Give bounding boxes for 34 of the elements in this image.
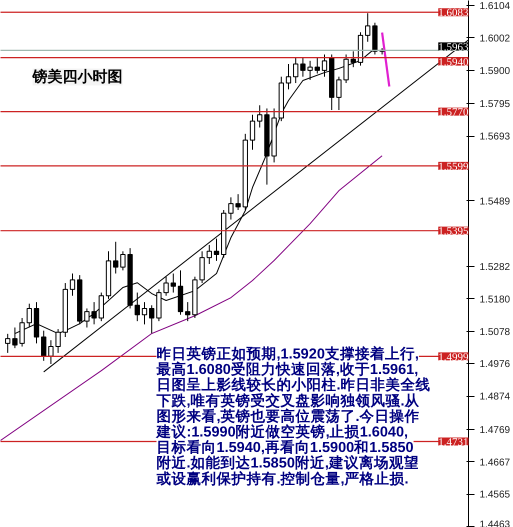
annotation: 昨日英镑正如预期,1.5920支撑接着上行, [156,344,419,362]
annotation: 图形来看,英镑也要高位震荡了.今日操作 [156,406,420,425]
annotation: 镑美四小时图 [32,68,122,86]
y-tick-label: 1.5282 [480,262,511,274]
ref-line-label: 1.5963 [438,41,469,54]
y-tick-label: 1.5489 [480,196,511,208]
ref-line-label: 1.5599 [438,160,469,173]
y-tick-label: 1.6104 [480,1,511,12]
annotation: 日图呈上影线较长的小阳柱.昨日非美全线 [156,376,431,394]
y-tick-label: 1.5180 [480,294,511,306]
candlestick [322,54,328,78]
annotation: 附近.如能到达1.5850附近,建议离场观望 [156,454,419,472]
candlestick [142,302,148,325]
y-tick-label: 1.5693 [480,132,511,143]
candlestick [70,273,76,296]
ref-line-label: 1.4999 [438,351,469,364]
ref-line-label: 1.6083 [438,7,469,20]
candlestick [250,114,256,150]
ref-line-label: 1.4731 [438,436,468,448]
y-tick-label: 1.4667 [480,457,511,468]
annotation: 下跌,唯有英镑受交叉盘影响独领风骚.从 [156,391,421,410]
y-tick-label: 1.6002 [480,33,511,44]
y-tick-label: 1.4874 [480,392,511,403]
candlestick [228,196,234,220]
y-tick-label: 1.4976 [480,359,511,370]
y-tick-label: 1.4565 [480,490,511,501]
y-tick-label: 1.5795 [480,99,511,110]
annotation: 或设赢利保护持有.控制仓量,严格止损. [156,469,409,488]
candlestick [286,63,292,90]
y-tick-label: 1.5078 [480,326,511,338]
candlestick [214,238,220,262]
annotation: 建议:1.5990附近做空英镑,止损1.6040, [156,422,408,440]
y-tick-label: 1.5900 [480,66,511,77]
y-tick-label: 1.4769 [480,424,511,436]
